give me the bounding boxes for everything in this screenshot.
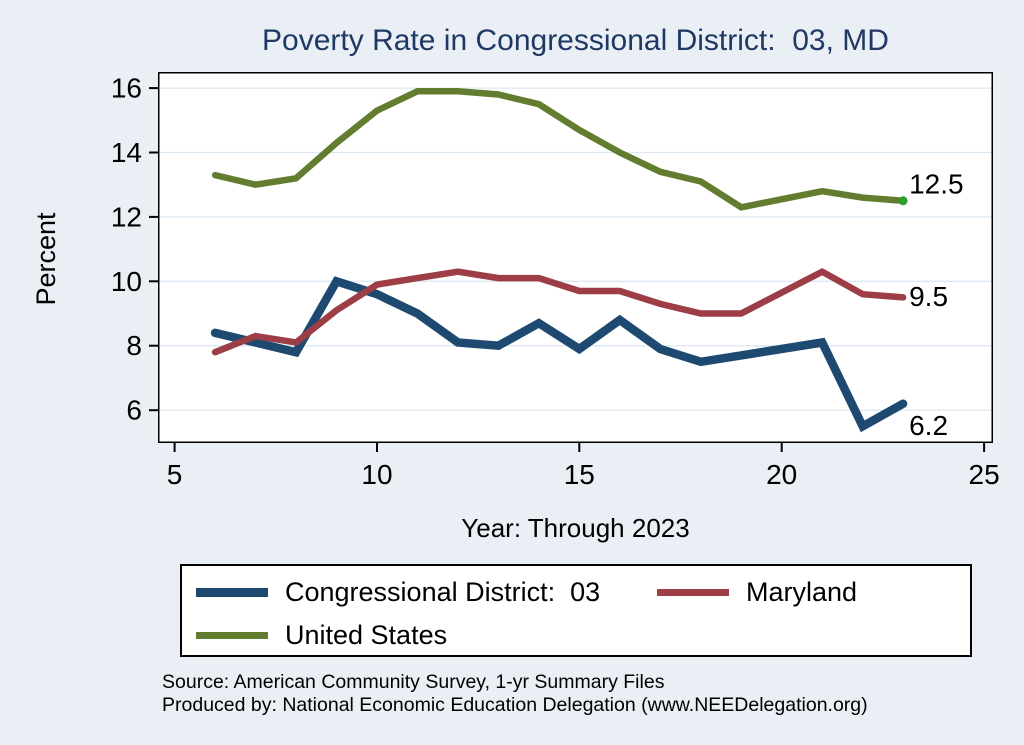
chart-title: Poverty Rate in Congressional District: … — [262, 24, 889, 57]
x-tick-label: 25 — [969, 459, 1000, 490]
x-tick-label: 20 — [766, 459, 797, 490]
y-tick-label: 12 — [111, 201, 142, 232]
x-tick-label: 10 — [361, 459, 392, 490]
footer-produced-line: Produced by: National Economic Education… — [162, 693, 868, 716]
end-label-0: 12.5 — [909, 168, 964, 199]
end-label-2: 6.2 — [909, 410, 948, 441]
series-line-1 — [211, 268, 907, 356]
y-tick-label: 14 — [111, 137, 142, 168]
y-tick-label: 6 — [126, 395, 142, 426]
plot-area: 5 10 15 20 25 6 8 10 12 14 16 12.5 9.5 6.2 — [111, 72, 1000, 490]
y-axis-label: Percent — [31, 212, 61, 306]
legend-label-district: Congressional District: 03 — [285, 576, 601, 607]
y-tick-label: 10 — [111, 266, 142, 297]
y-tick-label: 16 — [111, 73, 142, 104]
legend-item-us: United States — [196, 618, 447, 652]
series-line-2 — [211, 88, 907, 211]
x-tick-label: 15 — [564, 459, 595, 490]
y-tick-label: 8 — [126, 330, 142, 361]
plot-svg: 5 10 15 20 25 6 8 10 12 14 16 12.5 9.5 6.2 — [111, 72, 1000, 490]
legend-swatch-us — [196, 631, 268, 639]
footer-notes: Source: American Community Survey, 1-yr … — [162, 671, 868, 716]
legend-swatch-district — [196, 587, 268, 597]
end-label-1: 9.5 — [909, 281, 948, 312]
x-axis-label: Year: Through 2023 — [461, 513, 690, 543]
series-line-0 — [210, 276, 908, 433]
legend-label-us: United States — [285, 619, 448, 650]
series-end-dot — [898, 196, 908, 206]
legend-swatch-maryland — [657, 588, 729, 596]
legend-item-maryland: Maryland — [657, 575, 857, 609]
legend-label-maryland: Maryland — [746, 576, 858, 607]
plot-border — [158, 72, 993, 443]
legend: Congressional District: 03 Maryland Unit… — [180, 564, 972, 657]
legend-item-district: Congressional District: 03 — [196, 575, 600, 609]
x-tick-label: 5 — [167, 459, 183, 490]
footer-source-line: Source: American Community Survey, 1-yr … — [162, 671, 665, 693]
